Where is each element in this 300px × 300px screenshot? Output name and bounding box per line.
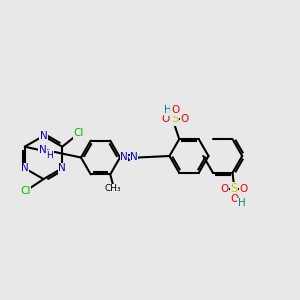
Text: O: O [171,105,179,115]
Text: H: H [238,198,246,208]
Text: N: N [40,131,47,141]
Text: N: N [39,145,47,155]
Text: Cl: Cl [74,128,84,138]
Text: O: O [180,114,188,124]
Text: S: S [230,182,238,195]
Text: N: N [58,163,66,173]
Text: CH₃: CH₃ [105,184,122,193]
Text: H: H [46,151,53,160]
Text: N: N [130,152,138,163]
Text: S: S [171,112,178,125]
Text: N: N [120,152,128,163]
Text: H: H [164,105,172,115]
Text: O: O [231,194,239,204]
Text: Cl: Cl [20,186,31,196]
Text: O: O [220,184,229,194]
Text: N: N [21,163,29,173]
Text: O: O [161,114,169,124]
Text: O: O [239,184,248,194]
